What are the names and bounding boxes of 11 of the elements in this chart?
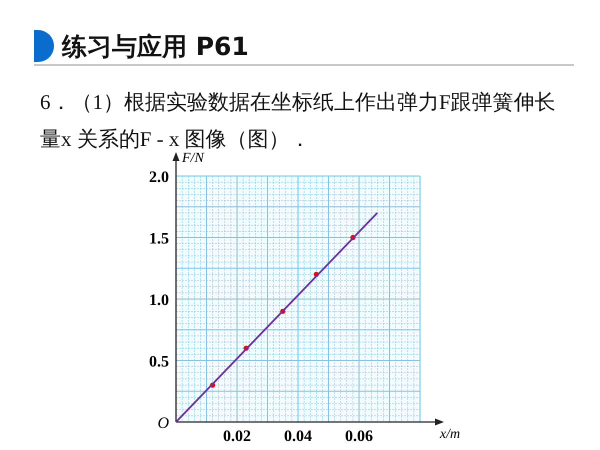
y-tick-label: 1.5 <box>149 230 169 248</box>
y-tick-label: 2.0 <box>149 169 169 186</box>
y-tick-label: 0.5 <box>149 354 169 370</box>
chart-title: 练习与应用 P61 <box>62 31 249 63</box>
x-tick-label: 0.02 <box>223 428 251 445</box>
x-axis-title: x/m <box>438 427 460 442</box>
y-axis-title: F/N <box>181 151 204 166</box>
x-tick-label: 0.04 <box>284 428 312 445</box>
text: O <box>157 415 170 432</box>
y-tick-label: 1.0 <box>149 292 169 309</box>
x-tick-label: 0.06 <box>345 428 373 445</box>
